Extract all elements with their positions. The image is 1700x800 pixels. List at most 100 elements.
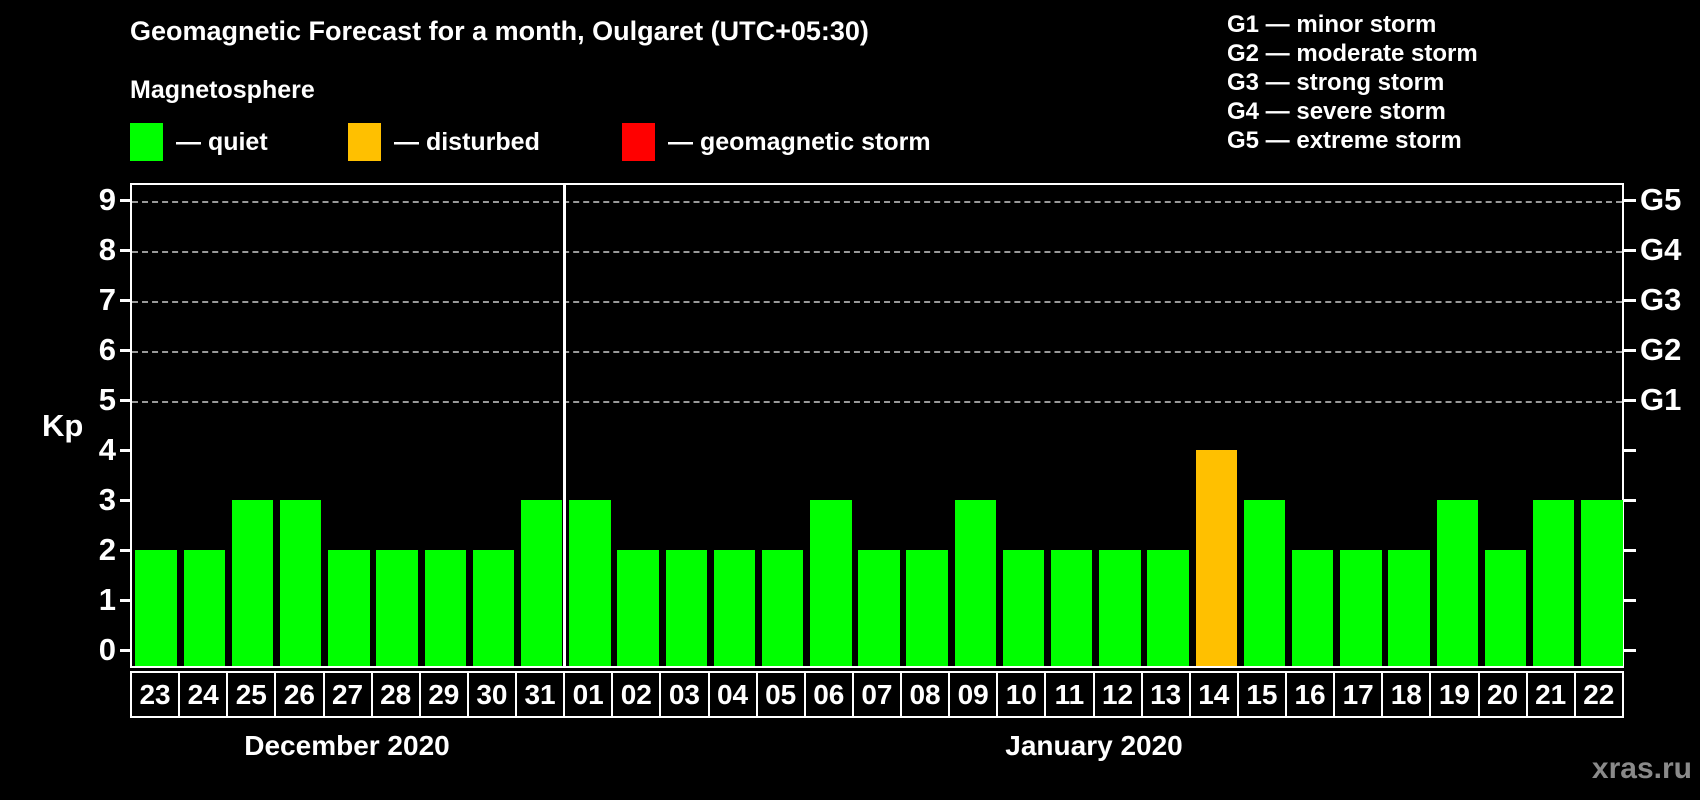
y-tick-label-5: 5 [98,382,116,417]
day-label-04: 04 [707,671,758,718]
kp-bar-day-29 [424,550,466,666]
y-tick-label-4: 4 [98,432,116,467]
kp-bar-day-30 [472,550,515,666]
day-label-27: 27 [322,671,373,718]
day-label-18: 18 [1381,671,1432,718]
storm-scale-legend-line: G5 — extreme storm [1227,127,1462,154]
kp-bar-day-12 [1099,550,1141,666]
disturbed-color-swatch [348,123,381,161]
right-tick-kp-3 [1624,499,1636,502]
day-label-26: 26 [274,671,325,718]
kp-bar-day-04 [713,550,756,666]
legend-item-label: — disturbed [394,127,540,156]
left-tick-kp-3 [120,499,130,502]
day-label-19: 19 [1429,671,1480,718]
storm-scale-legend-line: G4 — severe storm [1227,98,1446,125]
day-label-20: 20 [1477,671,1528,718]
day-label-21: 21 [1525,671,1576,718]
left-tick-kp-0 [120,649,130,652]
watermark: xras.ru [1591,752,1692,785]
day-label-06: 06 [803,671,854,718]
right-tick-kp-4 [1624,449,1636,452]
kp-bar-day-08 [906,550,948,666]
left-tick-kp-5 [120,399,130,402]
y-tick-label-9: 9 [98,182,116,217]
quiet-color-swatch [130,123,163,161]
storm-scale-legend-line: G1 — minor storm [1227,11,1437,38]
day-label-30: 30 [466,671,517,718]
day-axis-row: 23 24 25 26 27 28 29 30 31 01 02 03 04 05 06 07 08 09 10 11… [130,671,1624,718]
right-tick-kp-9 [1624,199,1636,202]
kp-bar-day-21 [1532,500,1575,666]
gridline-kp-9 [132,201,1622,203]
kp-bar-day-13 [1147,550,1189,666]
left-tick-kp-9 [120,199,130,202]
day-label-23: 23 [130,671,181,718]
kp-bar-day-23 [135,550,177,666]
kp-bar-day-26 [279,500,322,666]
storm-scale-legend: G1 — minor storm G2 — moderate storm G3 … [1227,10,1478,155]
legend-item-disturbed: — disturbed [348,121,540,163]
day-label-10: 10 [996,671,1047,718]
left-tick-kp-4 [120,449,130,452]
left-tick-kp-7 [120,299,130,302]
day-label-05: 05 [755,671,806,718]
kp-bar-day-01 [569,500,611,666]
day-label-12: 12 [1092,671,1143,718]
kp-bar-day-28 [376,550,418,666]
left-tick-kp-8 [120,249,130,252]
y-tick-label-7: 7 [98,282,116,317]
gridline-kp-6 [132,351,1622,353]
legend-title: Magnetosphere [130,76,315,104]
right-tick-kp-2 [1624,549,1636,552]
day-label-09: 09 [948,671,999,718]
legend-item-label: — geomagnetic storm [668,127,931,156]
day-label-11: 11 [1044,671,1095,718]
day-label-01: 01 [563,671,614,718]
gridline-kp-5 [132,401,1622,403]
day-label-28: 28 [370,671,421,718]
kp-bar-day-03 [665,550,707,666]
day-label-22: 22 [1573,671,1624,718]
y-tick-label-2: 2 [98,532,116,567]
right-tick-kp-5 [1624,399,1636,402]
legend-item-quiet: — quiet [130,121,268,163]
left-tick-kp-6 [120,349,130,352]
storm-scale-legend-line: G2 — moderate storm [1227,40,1478,67]
kp-bar-day-20 [1484,550,1527,666]
kp-bar-day-25 [231,500,274,666]
g-scale-label-g5: G5 [1640,182,1682,217]
kp-bar-day-14 [1195,450,1238,666]
day-label-03: 03 [659,671,710,718]
month-label-january: January 2020 [1005,730,1183,761]
right-tick-kp-6 [1624,349,1636,352]
g-scale-label-g3: G3 [1640,282,1682,317]
right-tick-kp-1 [1624,599,1636,602]
kp-bar-day-17 [1340,550,1382,666]
day-label-31: 31 [515,671,566,718]
day-label-08: 08 [900,671,951,718]
y-tick-label-8: 8 [98,232,116,267]
kp-bar-day-02 [617,550,659,666]
kp-bar-day-22 [1581,500,1623,666]
day-label-14: 14 [1188,671,1239,718]
storm-scale-legend-line: G3 — strong storm [1227,69,1445,96]
g-scale-label-g2: G2 [1640,332,1682,367]
g-scale-label-g1: G1 [1640,382,1682,417]
y-tick-label-3: 3 [98,482,116,517]
kp-bar-day-27 [328,550,370,666]
right-tick-kp-8 [1624,249,1636,252]
gridline-kp-8 [132,251,1622,253]
day-label-07: 07 [851,671,902,718]
kp-bar-day-06 [810,500,852,666]
kp-bar-day-10 [1002,550,1045,666]
kp-bar-day-16 [1292,550,1334,666]
kp-bar-day-11 [1051,550,1093,666]
month-divider-line [562,185,566,666]
day-label-25: 25 [226,671,277,718]
kp-bar-day-24 [183,550,225,666]
kp-bar-day-15 [1243,500,1286,666]
left-tick-kp-2 [120,549,130,552]
legend-item-label: — quiet [176,127,268,156]
